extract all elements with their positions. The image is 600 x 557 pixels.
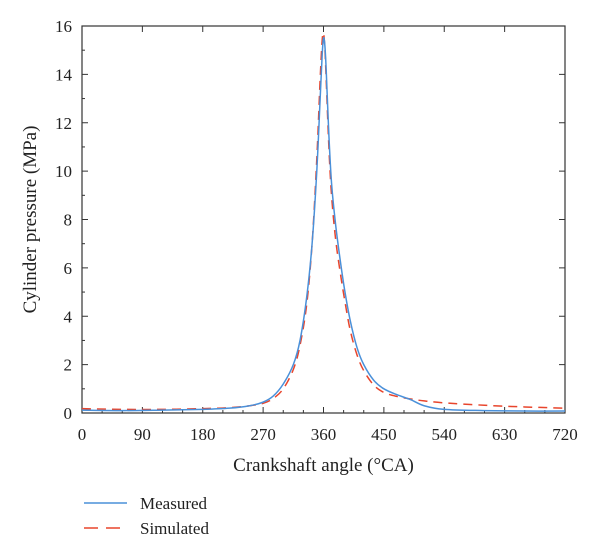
x-tick-label: 450 [371, 425, 397, 444]
x-tick-label: 0 [78, 425, 87, 444]
x-tick-label: 630 [492, 425, 518, 444]
series-line-measured [81, 36, 566, 412]
x-tick-label: 90 [134, 425, 151, 444]
y-tick-label: 10 [55, 162, 72, 181]
legend-label-simulated: Simulated [140, 519, 209, 538]
plot-area-border [81, 25, 566, 414]
x-tick-label: 270 [250, 425, 276, 444]
y-axis: 0 2 4 6 8 10 12 14 16 [55, 17, 565, 423]
y-tick-label: 2 [64, 356, 73, 375]
series-line-simulated [81, 32, 566, 411]
y-tick-label: 0 [64, 404, 73, 423]
y-tick-label: 6 [64, 259, 73, 278]
series-layer [81, 32, 566, 412]
x-tick-label: 360 [311, 425, 337, 444]
legend-label-measured: Measured [140, 494, 208, 513]
plot-frame [81, 25, 566, 414]
x-axis: 0 90 180 270 360 450 540 630 720 [78, 26, 578, 444]
y-tick-label: 16 [55, 17, 72, 36]
y-axis-label: Cylinder pressure (MPa) [20, 126, 41, 314]
y-tick-label: 14 [55, 65, 73, 84]
x-tick-label: 720 [552, 425, 578, 444]
y-tick-label: 4 [64, 307, 73, 326]
x-tick-label: 180 [190, 425, 216, 444]
x-axis-label: Crankshaft angle (°CA) [233, 455, 414, 476]
x-tick-label: 540 [432, 425, 458, 444]
legend: Measured Simulated [84, 494, 209, 538]
y-tick-label: 8 [64, 211, 73, 230]
y-tick-label: 12 [55, 114, 72, 133]
